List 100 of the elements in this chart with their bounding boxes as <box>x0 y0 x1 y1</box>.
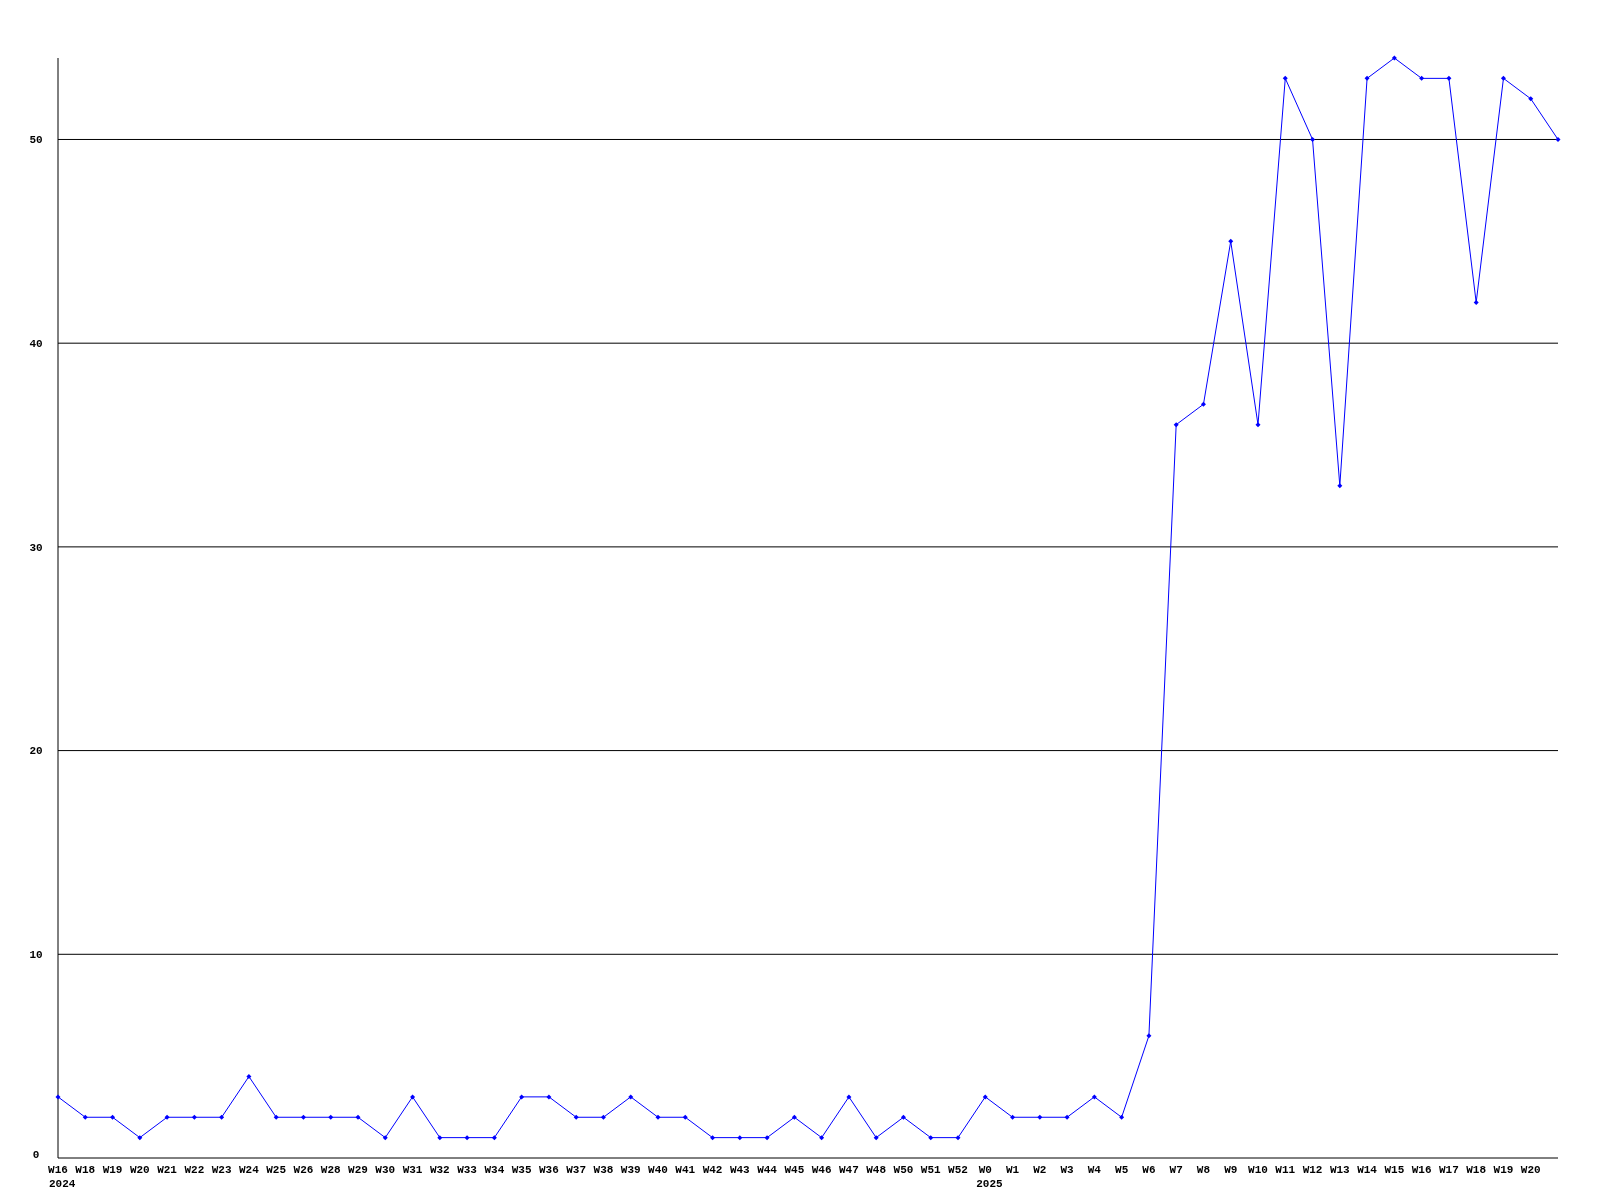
point <box>846 1094 852 1100</box>
point <box>764 1135 770 1141</box>
x-tick-label: W29 <box>348 1164 368 1176</box>
x-tick-label: W1 <box>1005 1164 1020 1176</box>
point <box>355 1114 361 1120</box>
point <box>1119 1114 1125 1120</box>
x-tick-label: W6 <box>1142 1164 1156 1176</box>
point <box>191 1114 197 1120</box>
point <box>1310 136 1316 142</box>
x-tick-label: W32 <box>429 1164 450 1176</box>
point <box>1091 1094 1097 1100</box>
point <box>1146 1033 1152 1039</box>
x-tick-label: W3 <box>1060 1164 1075 1176</box>
point <box>955 1135 961 1141</box>
point <box>1337 483 1343 489</box>
x-tick-label: W8 <box>1196 1164 1211 1176</box>
x-tick-label: W15 <box>1384 1164 1405 1176</box>
x-tick-label: W5 <box>1115 1164 1129 1176</box>
x-tick-label: W36 <box>539 1164 559 1176</box>
x-tick-label: W44 <box>757 1164 778 1176</box>
point <box>682 1114 688 1120</box>
x-tick-label: W20 <box>129 1164 150 1176</box>
point <box>600 1114 606 1120</box>
point <box>710 1135 716 1141</box>
x-tick-label: W41 <box>675 1164 696 1176</box>
point <box>1282 75 1288 81</box>
point <box>1010 1114 1016 1120</box>
y-tick-label: 50 <box>29 134 43 147</box>
point <box>519 1094 525 1100</box>
x-tick-label: W24 <box>239 1164 260 1176</box>
point <box>491 1135 497 1141</box>
point <box>655 1114 661 1120</box>
point <box>737 1135 743 1141</box>
point <box>1391 55 1397 61</box>
x-tick-label: W21 <box>157 1164 178 1176</box>
y-tick-label: 20 <box>29 745 43 758</box>
point <box>55 1094 61 1100</box>
point <box>1037 1114 1043 1120</box>
point <box>1473 299 1479 305</box>
y-tick-label: 40 <box>29 338 43 351</box>
x-tick-label: W50 <box>893 1164 914 1176</box>
x-tick-label: W30 <box>375 1164 396 1176</box>
point <box>137 1135 143 1141</box>
point <box>900 1114 906 1120</box>
point <box>982 1094 988 1100</box>
x-tick-label: W43 <box>729 1164 751 1176</box>
x-tick-label: W23 <box>211 1164 232 1176</box>
point <box>82 1114 88 1120</box>
x-tick-label: W37 <box>566 1164 587 1176</box>
x-tick-label: W19 <box>1493 1164 1514 1176</box>
point <box>1555 136 1561 142</box>
point <box>1255 422 1261 428</box>
x-tick-label: W47 <box>839 1164 859 1176</box>
x-tick-label: W7 <box>1169 1164 1183 1176</box>
x-tick-label: W2 <box>1033 1164 1047 1176</box>
x-tick-label: W14 <box>1357 1164 1378 1176</box>
x-tick-label: W20 <box>1520 1164 1541 1176</box>
point <box>1364 75 1370 81</box>
point <box>546 1094 552 1100</box>
x-tick-label: W48 <box>866 1164 887 1176</box>
point <box>300 1114 306 1120</box>
point <box>573 1114 579 1120</box>
x-tick-label: W9 <box>1224 1164 1238 1176</box>
x-tick-label: W52 <box>948 1164 968 1176</box>
x-tick-label: W45 <box>784 1164 805 1176</box>
x-tick-label: W38 <box>593 1164 614 1176</box>
x-tick-label: W31 <box>402 1164 423 1176</box>
point <box>164 1114 170 1120</box>
x-tick-label: W28 <box>320 1164 342 1176</box>
x-tick-label: W26 <box>293 1164 314 1176</box>
point <box>1446 75 1452 81</box>
point <box>819 1135 825 1141</box>
x-tick-label: W16 <box>1411 1164 1432 1176</box>
point <box>928 1135 934 1141</box>
point <box>437 1135 443 1141</box>
x-tick-label: W34 <box>484 1164 505 1176</box>
x-tick-label: W33 <box>457 1164 478 1176</box>
point <box>219 1114 225 1120</box>
x-tick-label: W18 <box>75 1164 96 1176</box>
x-tick-label: W25 <box>266 1164 287 1176</box>
point <box>1064 1114 1070 1120</box>
x-tick-label: W16 2024 <box>48 1164 76 1190</box>
point <box>1528 96 1534 102</box>
x-tick-label: W0 2025 <box>976 1164 1004 1190</box>
y-tick-label: 30 <box>29 541 43 554</box>
x-tick-label: W35 <box>511 1164 532 1176</box>
x-tick-label: W40 <box>648 1164 668 1176</box>
x-tick-label: W13 <box>1329 1164 1351 1176</box>
x-tick-label: W10 <box>1248 1164 1268 1176</box>
point <box>328 1114 334 1120</box>
point <box>1419 75 1425 81</box>
x-tick-label: W12 <box>1302 1164 1323 1176</box>
point <box>1200 401 1206 407</box>
x-tick-label: W46 <box>811 1164 832 1176</box>
point <box>628 1094 634 1100</box>
x-tick-label: W39 <box>620 1164 641 1176</box>
x-tick-label: W22 <box>184 1164 205 1176</box>
point <box>273 1114 279 1120</box>
x-tick-label: W17 <box>1439 1164 1459 1176</box>
y-tick-label: 0 <box>32 1148 40 1161</box>
